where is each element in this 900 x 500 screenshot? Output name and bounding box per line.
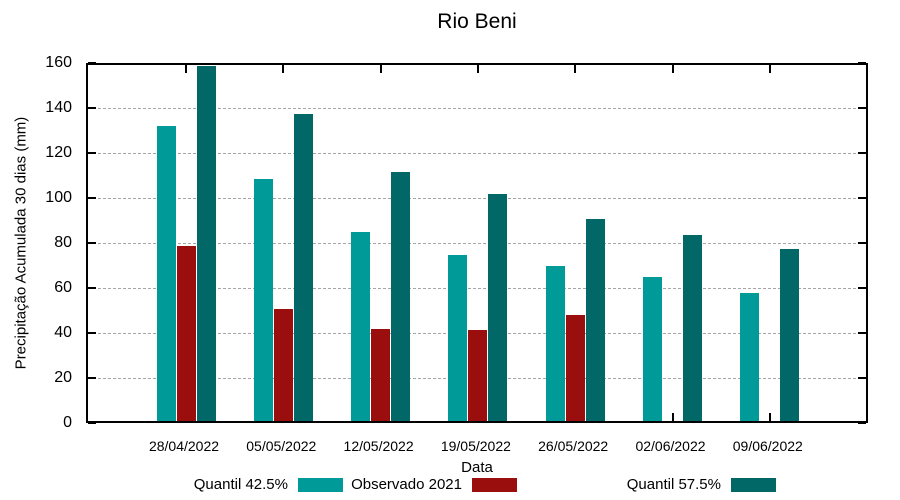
x-tick-mark xyxy=(282,65,285,73)
y-tick-label: 160 xyxy=(45,54,72,71)
y-tick-mark xyxy=(858,287,866,289)
legend-label: Quantil 57.5% xyxy=(626,476,721,493)
gridline xyxy=(88,288,866,289)
x-tick-mark xyxy=(768,65,771,73)
y-tick-mark xyxy=(858,152,866,154)
x-tick-mark xyxy=(476,65,479,73)
bar-quantil-42-5 xyxy=(156,126,176,421)
y-tick-mark xyxy=(88,152,96,154)
x-tick-label: 02/06/2022 xyxy=(635,438,706,454)
x-tick-mark xyxy=(574,65,577,73)
legend-item: Observado 2021 xyxy=(351,476,517,493)
bar-quantil-57-5 xyxy=(780,248,800,421)
gridline xyxy=(88,108,866,109)
x-tick-label: 12/05/2022 xyxy=(343,438,414,454)
y-tick-mark xyxy=(858,62,866,64)
bar-observado-2021 xyxy=(273,308,293,421)
x-tick-mark xyxy=(185,65,187,73)
legend-swatch xyxy=(731,477,776,492)
chart-title: Rio Beni xyxy=(437,10,517,33)
x-tick-mark xyxy=(671,413,674,421)
y-tick-mark xyxy=(858,242,866,244)
y-tick-label: 120 xyxy=(45,144,72,161)
y-tick-mark xyxy=(858,197,866,199)
x-tick-mark xyxy=(671,65,674,73)
gridline xyxy=(88,198,866,199)
x-tick-mark xyxy=(768,413,771,421)
gridline xyxy=(88,243,866,244)
y-tick-mark xyxy=(88,422,96,424)
bar-quantil-42-5 xyxy=(253,179,273,421)
x-tick-label: 05/05/2022 xyxy=(246,438,317,454)
y-tick-mark xyxy=(88,62,96,64)
plot-area xyxy=(86,62,868,424)
bar-quantil-57-5 xyxy=(293,113,313,421)
x-tick-mark xyxy=(379,65,382,73)
legend-item: Quantil 42.5% xyxy=(194,476,343,493)
x-tick-label: 09/06/2022 xyxy=(732,438,803,454)
legend-label: Quantil 42.5% xyxy=(193,476,288,493)
bar-quantil-42-5 xyxy=(740,292,760,421)
bar-quantil-57-5 xyxy=(391,172,411,421)
y-tick-label: 140 xyxy=(45,99,72,116)
y-tick-label: 60 xyxy=(54,279,72,296)
y-tick-label: 0 xyxy=(63,414,72,431)
y-tick-mark xyxy=(858,332,866,334)
y-tick-mark xyxy=(88,197,96,199)
legend-label: Observado 2021 xyxy=(351,476,462,493)
y-tick-mark xyxy=(88,332,96,334)
y-tick-mark xyxy=(858,377,866,379)
bar-observado-2021 xyxy=(565,315,585,421)
legend-swatch xyxy=(472,477,517,492)
y-tick-mark xyxy=(858,422,866,424)
x-tick-label: 19/05/2022 xyxy=(440,438,511,454)
bar-quantil-57-5 xyxy=(488,193,508,421)
legend-swatch xyxy=(298,477,343,492)
y-tick-mark xyxy=(858,107,866,109)
bar-observado-2021 xyxy=(468,329,488,421)
bar-quantil-42-5 xyxy=(643,277,662,421)
y-tick-label: 80 xyxy=(54,234,72,251)
x-axis-label: Data xyxy=(461,459,493,476)
bar-quantil-42-5 xyxy=(545,265,565,421)
legend-item: Quantil 57.5% xyxy=(627,476,776,493)
bar-quantil-57-5 xyxy=(585,218,605,421)
gridline xyxy=(88,153,866,154)
bar-quantil-42-5 xyxy=(448,254,468,421)
bar-quantil-42-5 xyxy=(351,232,371,421)
bar-quantil-57-5 xyxy=(196,65,216,421)
bar-observado-2021 xyxy=(176,245,196,421)
x-tick-label: 28/04/2022 xyxy=(148,438,220,454)
bar-quantil-57-5 xyxy=(683,235,702,421)
bar-observado-2021 xyxy=(371,328,391,421)
y-tick-mark xyxy=(88,107,96,109)
y-tick-label: 20 xyxy=(54,369,72,386)
x-tick-label: 26/05/2022 xyxy=(538,438,609,454)
y-tick-label: 40 xyxy=(54,324,72,341)
y-tick-mark xyxy=(88,287,96,289)
y-tick-label: 100 xyxy=(45,189,72,206)
y-tick-mark xyxy=(88,377,96,379)
y-tick-mark xyxy=(88,242,96,244)
